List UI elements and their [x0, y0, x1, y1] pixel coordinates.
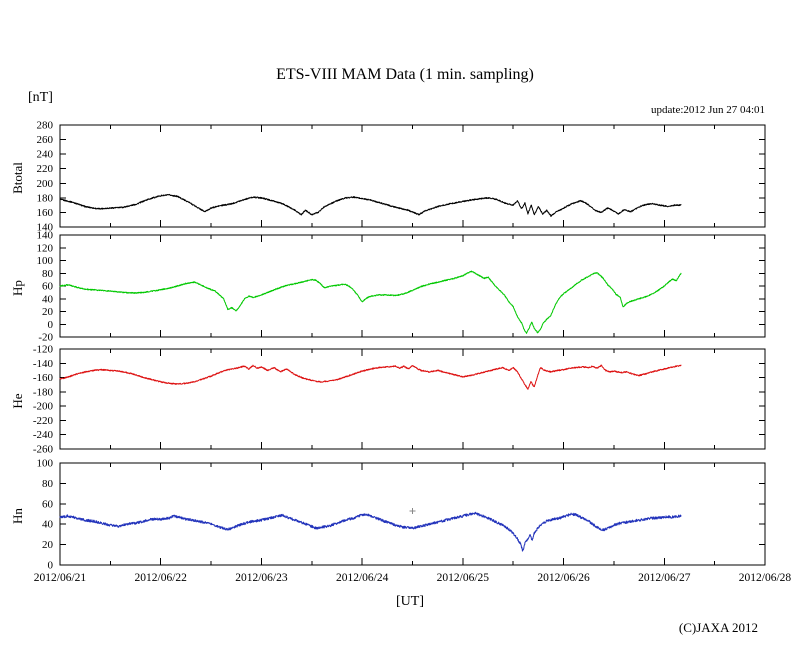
y-tick-label: 240: [37, 149, 54, 161]
panel-frame-Hn: [59, 462, 766, 566]
y-units-label: [nT]: [28, 90, 53, 105]
x-tick-label: 2012/06/25: [437, 572, 490, 584]
y-tick-label: -120: [33, 344, 54, 356]
x-tick-label: 2012/06/21: [34, 572, 87, 584]
x-axis-label: [UT]: [396, 594, 424, 609]
y-tick-label: -200: [33, 401, 54, 413]
y-tick-label: 60: [42, 498, 54, 510]
x-tick-label: 2012/06/23: [235, 572, 288, 584]
y-tick-label: 140: [37, 230, 54, 242]
y-tick-label: 40: [42, 293, 54, 305]
y-tick-label: 220: [37, 163, 54, 175]
copyright: (C)JAXA 2012: [678, 620, 758, 635]
panel-frame-Hp: [59, 234, 766, 338]
panel-frame-He: [59, 348, 766, 450]
y-tick-label: -220: [33, 415, 54, 427]
y-tick-label: 100: [37, 458, 54, 470]
chart-title: ETS-VIII MAM Data (1 min. sampling): [276, 66, 534, 83]
y-tick-label: 100: [37, 255, 54, 267]
y-tick-label: 120: [37, 242, 54, 254]
y-tick-label: 180: [37, 192, 54, 204]
series-line-Hp: [59, 270, 682, 334]
y-tick-label: 280: [37, 120, 54, 132]
y-tick-label: 0: [48, 319, 54, 331]
y-tick-label: 140: [37, 222, 54, 234]
y-tick-label: 20: [42, 539, 54, 551]
x-tick-label: 2012/06/24: [336, 572, 389, 584]
y-tick-label: -180: [33, 386, 54, 398]
y-tick-label: 200: [37, 178, 54, 190]
y-tick-label: -260: [33, 444, 54, 456]
series-line-Btotal: [59, 193, 682, 217]
x-tick-label: 2012/06/28: [739, 572, 792, 584]
y-tick-label: 0: [48, 560, 54, 572]
y-tick-label: -20: [38, 332, 53, 344]
y-tick-label: -160: [33, 372, 54, 384]
y-tick-label: 20: [42, 306, 54, 318]
y-tick-label: 260: [37, 134, 54, 146]
x-tick-label: 2012/06/27: [638, 572, 691, 584]
series-line-He: [59, 364, 682, 390]
y-tick-label: 60: [42, 281, 54, 293]
update-timestamp: update:2012 Jun 27 04:01: [651, 104, 765, 116]
y-tick-label: 80: [42, 478, 54, 490]
y-tick-label: 80: [42, 268, 54, 280]
y-tick-label: 160: [37, 207, 54, 219]
stray-plus-marker: [409, 507, 416, 514]
x-tick-label: 2012/06/22: [135, 572, 188, 584]
y-tick-label: 40: [42, 519, 54, 531]
series-line-Hn: [59, 511, 682, 552]
y-tick-label: -240: [33, 429, 54, 441]
x-tick-label: 2012/06/26: [537, 572, 590, 584]
y-tick-label: -140: [33, 358, 54, 370]
